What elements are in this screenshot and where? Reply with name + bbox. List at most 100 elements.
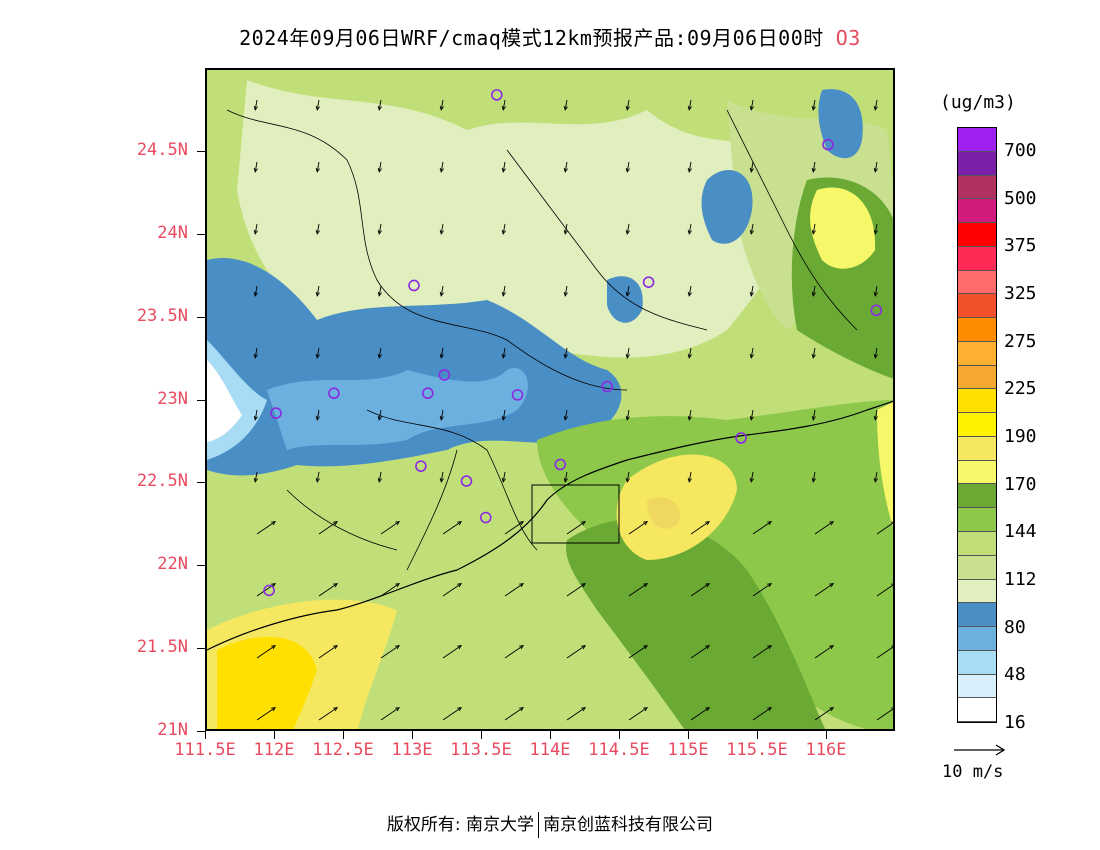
legend-label: 225	[1004, 378, 1037, 400]
legend-label: 16	[1004, 712, 1026, 733]
wind-vector-head	[501, 167, 506, 173]
wind-vector-head	[643, 520, 649, 526]
wind-vector-head	[749, 353, 754, 359]
city-marker	[415, 460, 427, 472]
wind-vector-head	[377, 167, 382, 173]
legend-swatch	[958, 603, 996, 628]
wind-vector	[688, 161, 692, 172]
wind-vector-head	[749, 167, 754, 173]
city-markers	[263, 89, 883, 597]
wind-vector-head	[829, 644, 835, 650]
map-canvas	[207, 70, 893, 729]
wind-vector	[626, 285, 630, 296]
legend-units: (ug/m3)	[940, 92, 1016, 113]
lon-tick	[550, 731, 551, 739]
wind-vector	[504, 583, 524, 597]
wind-vector	[688, 99, 692, 110]
wind-vector	[688, 409, 692, 420]
wind-vector	[690, 583, 710, 597]
wind-vector	[502, 347, 506, 358]
lon-tick	[205, 731, 206, 739]
wind-vector-head	[581, 520, 587, 526]
wind-vector-head	[891, 583, 893, 587]
lon-tick	[619, 731, 620, 739]
admin-boundaries	[226, 109, 858, 571]
wind-vector	[316, 409, 320, 420]
wind-vector-head	[873, 105, 878, 111]
lon-tick-label: 114.5E	[588, 740, 650, 760]
wind-vector	[254, 161, 258, 172]
lat-tick	[197, 399, 205, 401]
wind-vector-head	[873, 167, 878, 173]
wind-vector-head	[873, 291, 878, 297]
wind-vector-head	[581, 644, 587, 650]
lat-tick	[197, 565, 205, 567]
wind-vector	[440, 347, 444, 358]
wind-vector	[316, 223, 320, 234]
bright-yellow-sw	[217, 636, 317, 729]
wind-vector	[380, 583, 400, 597]
legend-swatch	[958, 627, 996, 651]
wind-vector	[318, 707, 338, 721]
city-marker	[511, 389, 524, 401]
city-marker	[479, 511, 492, 524]
wind-vector-head	[501, 105, 506, 111]
wind-vector	[502, 99, 506, 110]
wind-vector	[378, 285, 382, 296]
wind-vector-head	[563, 105, 568, 111]
wind-vector	[690, 645, 710, 659]
blue-patch-ne1	[701, 170, 753, 244]
wind-vector	[378, 99, 382, 110]
legend-swatch	[958, 223, 996, 247]
wind-vector-head	[625, 415, 630, 421]
legend-swatch	[958, 128, 996, 152]
wind-vector-head	[439, 291, 444, 297]
wind-vector	[876, 708, 893, 721]
wind-vector	[564, 223, 568, 234]
wind-vector	[874, 347, 878, 358]
wind-vector	[812, 471, 816, 482]
wind-vector-head	[271, 520, 277, 526]
city-marker	[328, 387, 340, 400]
wind-vector-head	[253, 167, 258, 173]
wind-vector-head	[749, 291, 754, 297]
wind-vector	[690, 521, 710, 535]
lat-tick	[197, 316, 205, 318]
wind-vector	[626, 223, 630, 234]
lat-tick	[197, 482, 205, 484]
copyright-right: 南京创蓝科技有限公司	[543, 815, 714, 835]
wind-vector	[750, 223, 754, 234]
wind-arrows	[253, 99, 893, 721]
copyright: 版权所有: 南京大学 南京创蓝科技有限公司	[0, 810, 1100, 838]
lon-tick	[688, 731, 689, 739]
city-marker	[735, 432, 747, 444]
yellow-patch-east	[877, 402, 893, 528]
wind-vector-head	[457, 520, 463, 526]
wind-vector-head	[687, 477, 692, 483]
wind-vector-head	[687, 105, 692, 111]
legend-swatch	[958, 460, 996, 485]
blue-patch-ne2	[818, 89, 863, 159]
wind-vector	[812, 285, 816, 296]
wind-vector-head	[253, 105, 258, 111]
wind-vector-head	[501, 353, 506, 359]
wind-vector-head	[253, 291, 258, 297]
wind-vector	[564, 161, 568, 172]
chart-title: 2024年09月06日WRF/cmaq模式12km预报产品:09月06日00时 O…	[0, 22, 1100, 51]
wind-reference-arrow	[954, 744, 1006, 756]
wind-vector-head	[439, 353, 444, 359]
wind-vector	[254, 285, 258, 296]
legend-label: 144	[1004, 521, 1037, 543]
wind-vector-head	[749, 105, 754, 111]
city-marker	[263, 584, 275, 597]
lat-tick-label: 23.5N	[136, 305, 188, 326]
legend-swatch	[958, 341, 996, 366]
wind-vector	[874, 223, 878, 234]
wind-vector	[378, 409, 382, 420]
wind-vector	[750, 99, 754, 110]
wind-vector-head	[643, 582, 649, 588]
wind-vector-head	[315, 167, 320, 173]
wind-vector-head	[315, 105, 320, 111]
wind-vector	[876, 584, 893, 597]
wind-vector	[504, 521, 524, 535]
